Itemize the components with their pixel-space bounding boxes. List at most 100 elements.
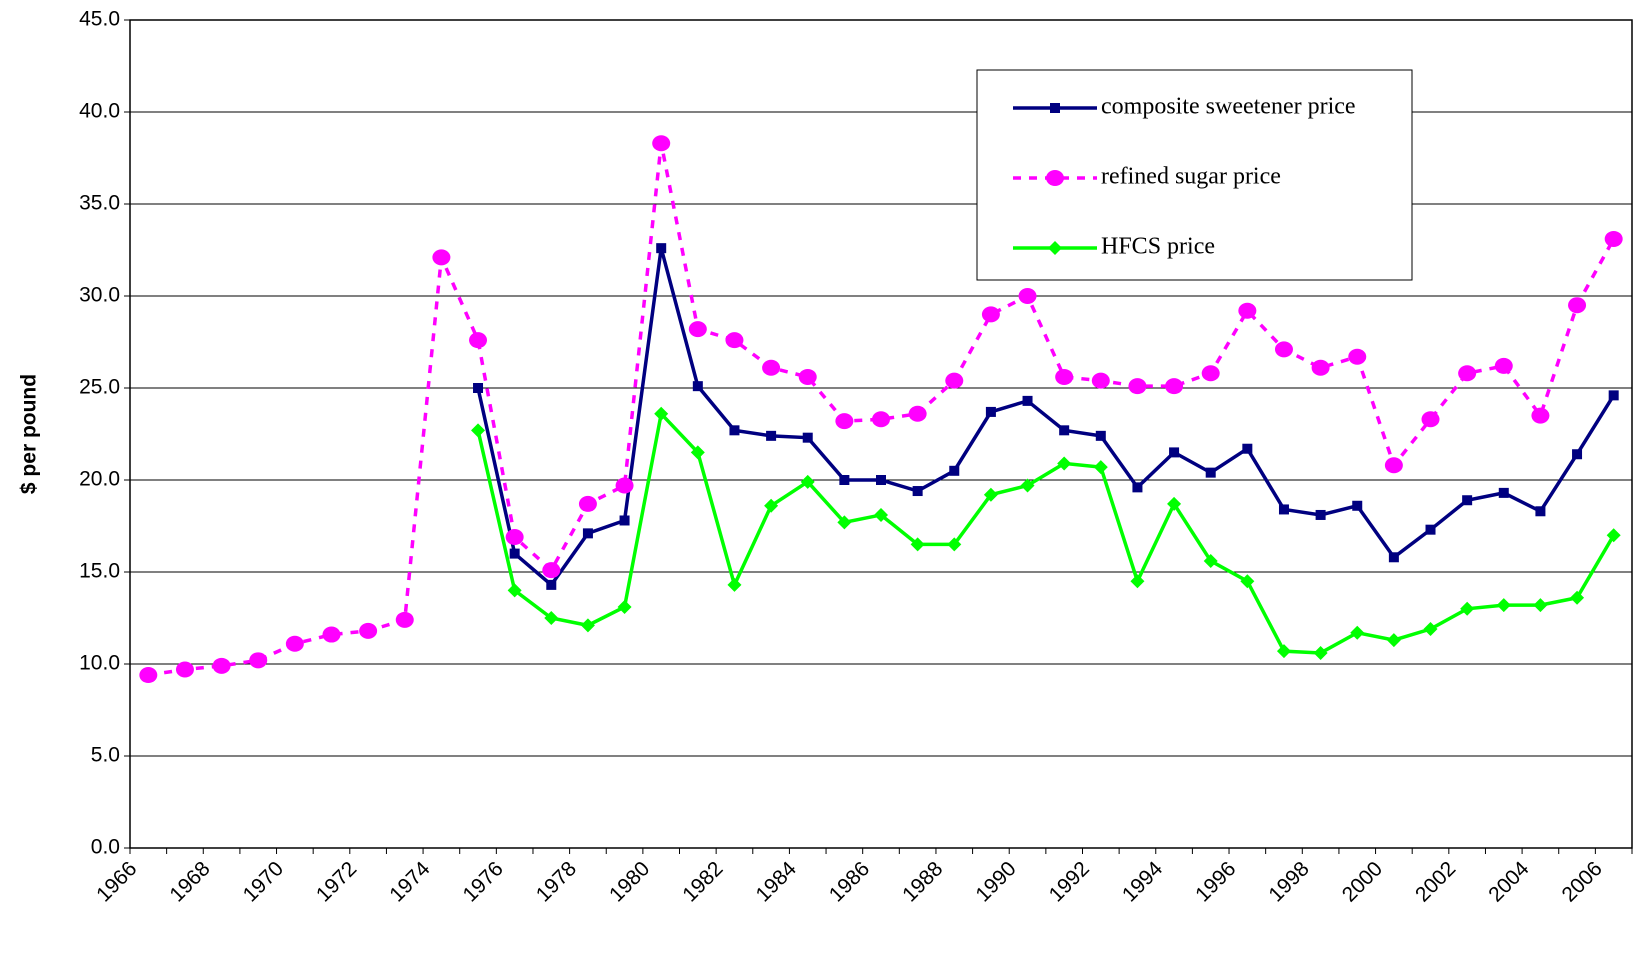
x-tick-label: 1968	[165, 857, 214, 906]
x-tick-label: 1990	[971, 857, 1020, 906]
point	[1165, 378, 1184, 395]
point	[910, 537, 925, 552]
point	[1203, 553, 1218, 568]
x-tick-label: 1986	[825, 857, 874, 906]
x-tick-label: 1994	[1118, 857, 1168, 907]
point	[981, 306, 1000, 323]
point	[688, 321, 707, 338]
point	[469, 332, 488, 349]
x-tick-label: 1976	[459, 857, 508, 906]
point	[1572, 449, 1583, 460]
point	[1169, 447, 1180, 458]
point	[762, 359, 781, 376]
point	[798, 368, 817, 385]
point	[1388, 552, 1399, 563]
y-tick-label: 0.0	[91, 836, 120, 859]
point	[619, 515, 630, 526]
point	[175, 661, 194, 678]
point	[1533, 598, 1548, 613]
x-tick-label: 2002	[1411, 857, 1460, 906]
point	[654, 406, 669, 421]
point	[1205, 467, 1216, 478]
point	[509, 548, 520, 559]
point	[1421, 411, 1440, 428]
point	[835, 413, 854, 430]
point	[1201, 365, 1220, 382]
y-tick-label: 35.0	[79, 192, 120, 215]
point	[1350, 625, 1365, 640]
point	[1386, 633, 1401, 648]
point	[656, 243, 667, 254]
point	[615, 477, 634, 494]
point	[1313, 645, 1328, 660]
point	[1568, 297, 1587, 314]
y-tick-label: 30.0	[79, 284, 120, 307]
point	[1167, 496, 1182, 511]
point	[139, 667, 158, 684]
point	[1091, 372, 1110, 389]
point	[542, 562, 561, 579]
point	[729, 425, 740, 436]
point	[839, 475, 850, 485]
point	[876, 475, 886, 485]
point	[578, 495, 597, 512]
point	[1384, 457, 1403, 474]
point	[617, 599, 632, 614]
point	[505, 529, 524, 546]
y-tick-label: 10.0	[79, 652, 120, 675]
point	[1311, 359, 1330, 376]
y-tick-label: 40.0	[79, 100, 120, 123]
point	[1130, 574, 1145, 589]
point	[1423, 622, 1438, 637]
series-line	[148, 142, 1616, 677]
y-tick-label: 25.0	[79, 376, 120, 399]
point	[766, 430, 777, 441]
point	[652, 135, 671, 152]
x-tick-label: 1998	[1264, 857, 1313, 906]
point	[212, 657, 231, 674]
x-tick-label: 1996	[1191, 857, 1240, 906]
point	[580, 618, 595, 633]
point	[1022, 395, 1033, 406]
legend-marker	[1050, 103, 1060, 113]
x-tick-label: 1972	[312, 857, 361, 906]
x-tick-label: 1966	[92, 857, 141, 906]
point	[1535, 506, 1546, 517]
point	[249, 652, 268, 669]
series-line	[476, 410, 1616, 655]
point	[1458, 365, 1477, 382]
legend-marker	[1048, 241, 1062, 255]
point	[1531, 407, 1550, 424]
point	[912, 486, 923, 497]
point	[432, 249, 451, 266]
point	[544, 611, 559, 625]
point	[1018, 288, 1037, 304]
point	[1462, 495, 1473, 506]
x-tick-label: 1970	[239, 857, 288, 906]
point	[1425, 524, 1436, 535]
point	[690, 445, 705, 460]
x-tick-label: 1992	[1045, 857, 1094, 906]
point	[471, 423, 486, 438]
point	[1608, 390, 1619, 401]
point	[727, 577, 742, 592]
point	[1240, 574, 1255, 589]
point	[874, 507, 888, 522]
point	[800, 474, 815, 489]
point	[1276, 644, 1291, 659]
point	[1242, 443, 1253, 454]
point	[802, 432, 813, 443]
x-tick-label: 1982	[678, 857, 727, 906]
point	[947, 537, 962, 552]
point	[582, 528, 593, 539]
x-tick-label: 1978	[532, 857, 581, 906]
point	[1095, 430, 1106, 441]
point	[1494, 357, 1513, 374]
point	[1093, 460, 1108, 475]
x-tick-label: 2000	[1338, 857, 1387, 906]
point	[322, 626, 341, 643]
legend-label: HFCS price	[1101, 234, 1215, 260]
point	[285, 635, 304, 652]
point	[725, 332, 744, 349]
